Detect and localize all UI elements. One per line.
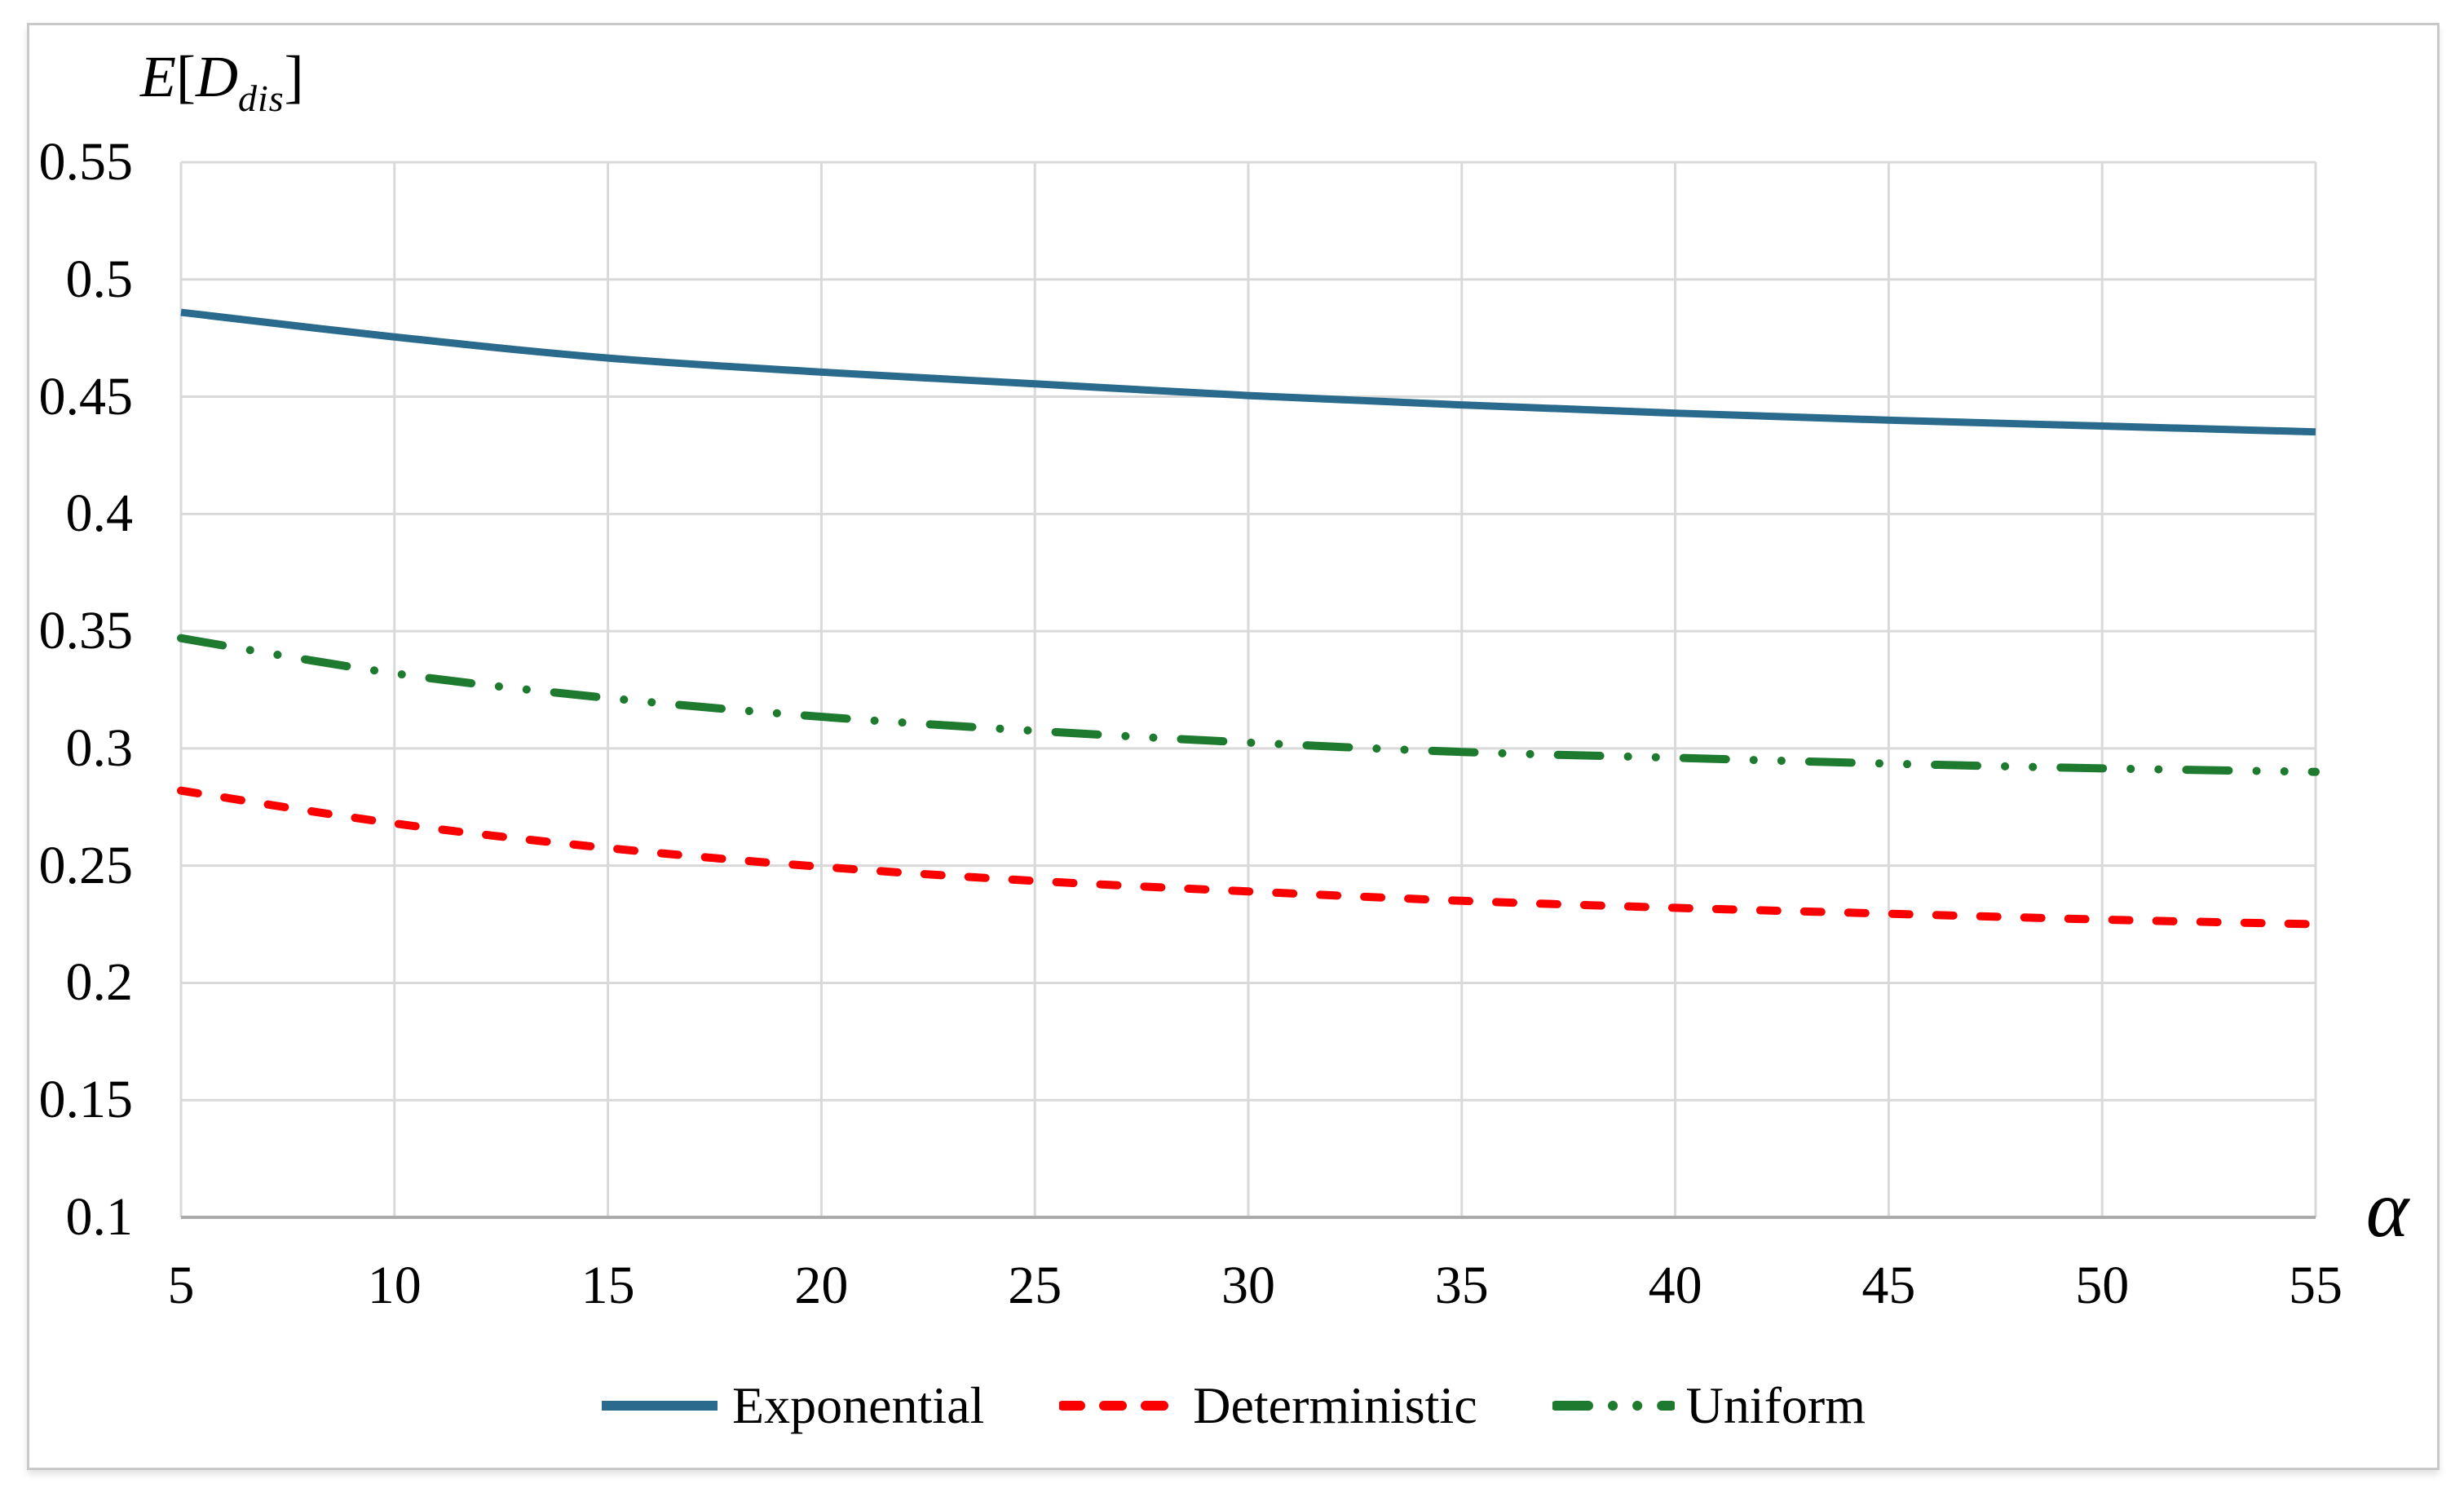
legend-label-exponential: Exponential [732,1376,985,1434]
legend-line-sample-deterministic [1059,1401,1182,1411]
series-line-exponential [180,308,2316,436]
gridlines [179,161,2317,1219]
x-tick-label-55: 55 [2289,1256,2343,1315]
x-tick-label-10: 10 [367,1256,422,1315]
legend-line-sample-uniform [1552,1401,1675,1411]
x-tick-label-15: 15 [581,1256,635,1315]
y-axis-title-close-bracket: ] [284,44,304,109]
series-curves [177,308,2320,929]
x-tick-label-5: 5 [167,1256,195,1315]
series-line-uniform [177,634,2320,776]
x-tick-label-45: 45 [1861,1256,1916,1315]
x-axis-title: α [2365,1164,2409,1254]
x-tick-label-35: 35 [1434,1256,1489,1315]
chart-legend: Exponential Deterministic Uniform [0,1368,2464,1443]
x-tick-label-25: 25 [1008,1256,1062,1315]
legend-item-uniform: Uniform [1552,1373,1866,1438]
x-tick-label-40: 40 [1648,1256,1702,1315]
y-tick-label-0.35: 0.35 [38,601,134,661]
y-axis-title-symbol: E [140,44,176,109]
y-tick-label-0.45: 0.45 [38,366,134,426]
y-tick-label-0.1: 0.1 [65,1187,134,1247]
y-axis-title-subscript: dis [237,77,285,119]
y-tick-label-0.15: 0.15 [38,1070,134,1130]
y-tick-label-0.4: 0.4 [65,484,134,544]
series-line-deterministic [177,786,2320,929]
legend-item-exponential: Exponential [598,1373,984,1438]
x-tick-label-20: 20 [794,1256,849,1315]
y-tick-label-0.3: 0.3 [65,718,134,778]
y-axis-title-variable: D [195,44,238,109]
y-axis-title: E[Ddis] [140,44,304,117]
y-tick-label-0.2: 0.2 [65,952,134,1013]
y-tick-label-0.25: 0.25 [38,835,134,895]
figure-border [27,23,2440,1470]
y-axis-title-open-bracket: [ [175,44,196,109]
y-tick-label-0.55: 0.55 [38,132,134,192]
legend-label-uniform: Uniform [1685,1376,1866,1434]
x-tick-label-50: 50 [2075,1256,2130,1315]
legend-line-sample-exponential [602,1401,718,1411]
legend-label-deterministic: Deterministic [1193,1376,1477,1434]
y-tick-label-0.5: 0.5 [65,249,134,309]
legend-item-deterministic: Deterministic [1059,1373,1477,1438]
x-tick-label-30: 30 [1221,1256,1275,1315]
